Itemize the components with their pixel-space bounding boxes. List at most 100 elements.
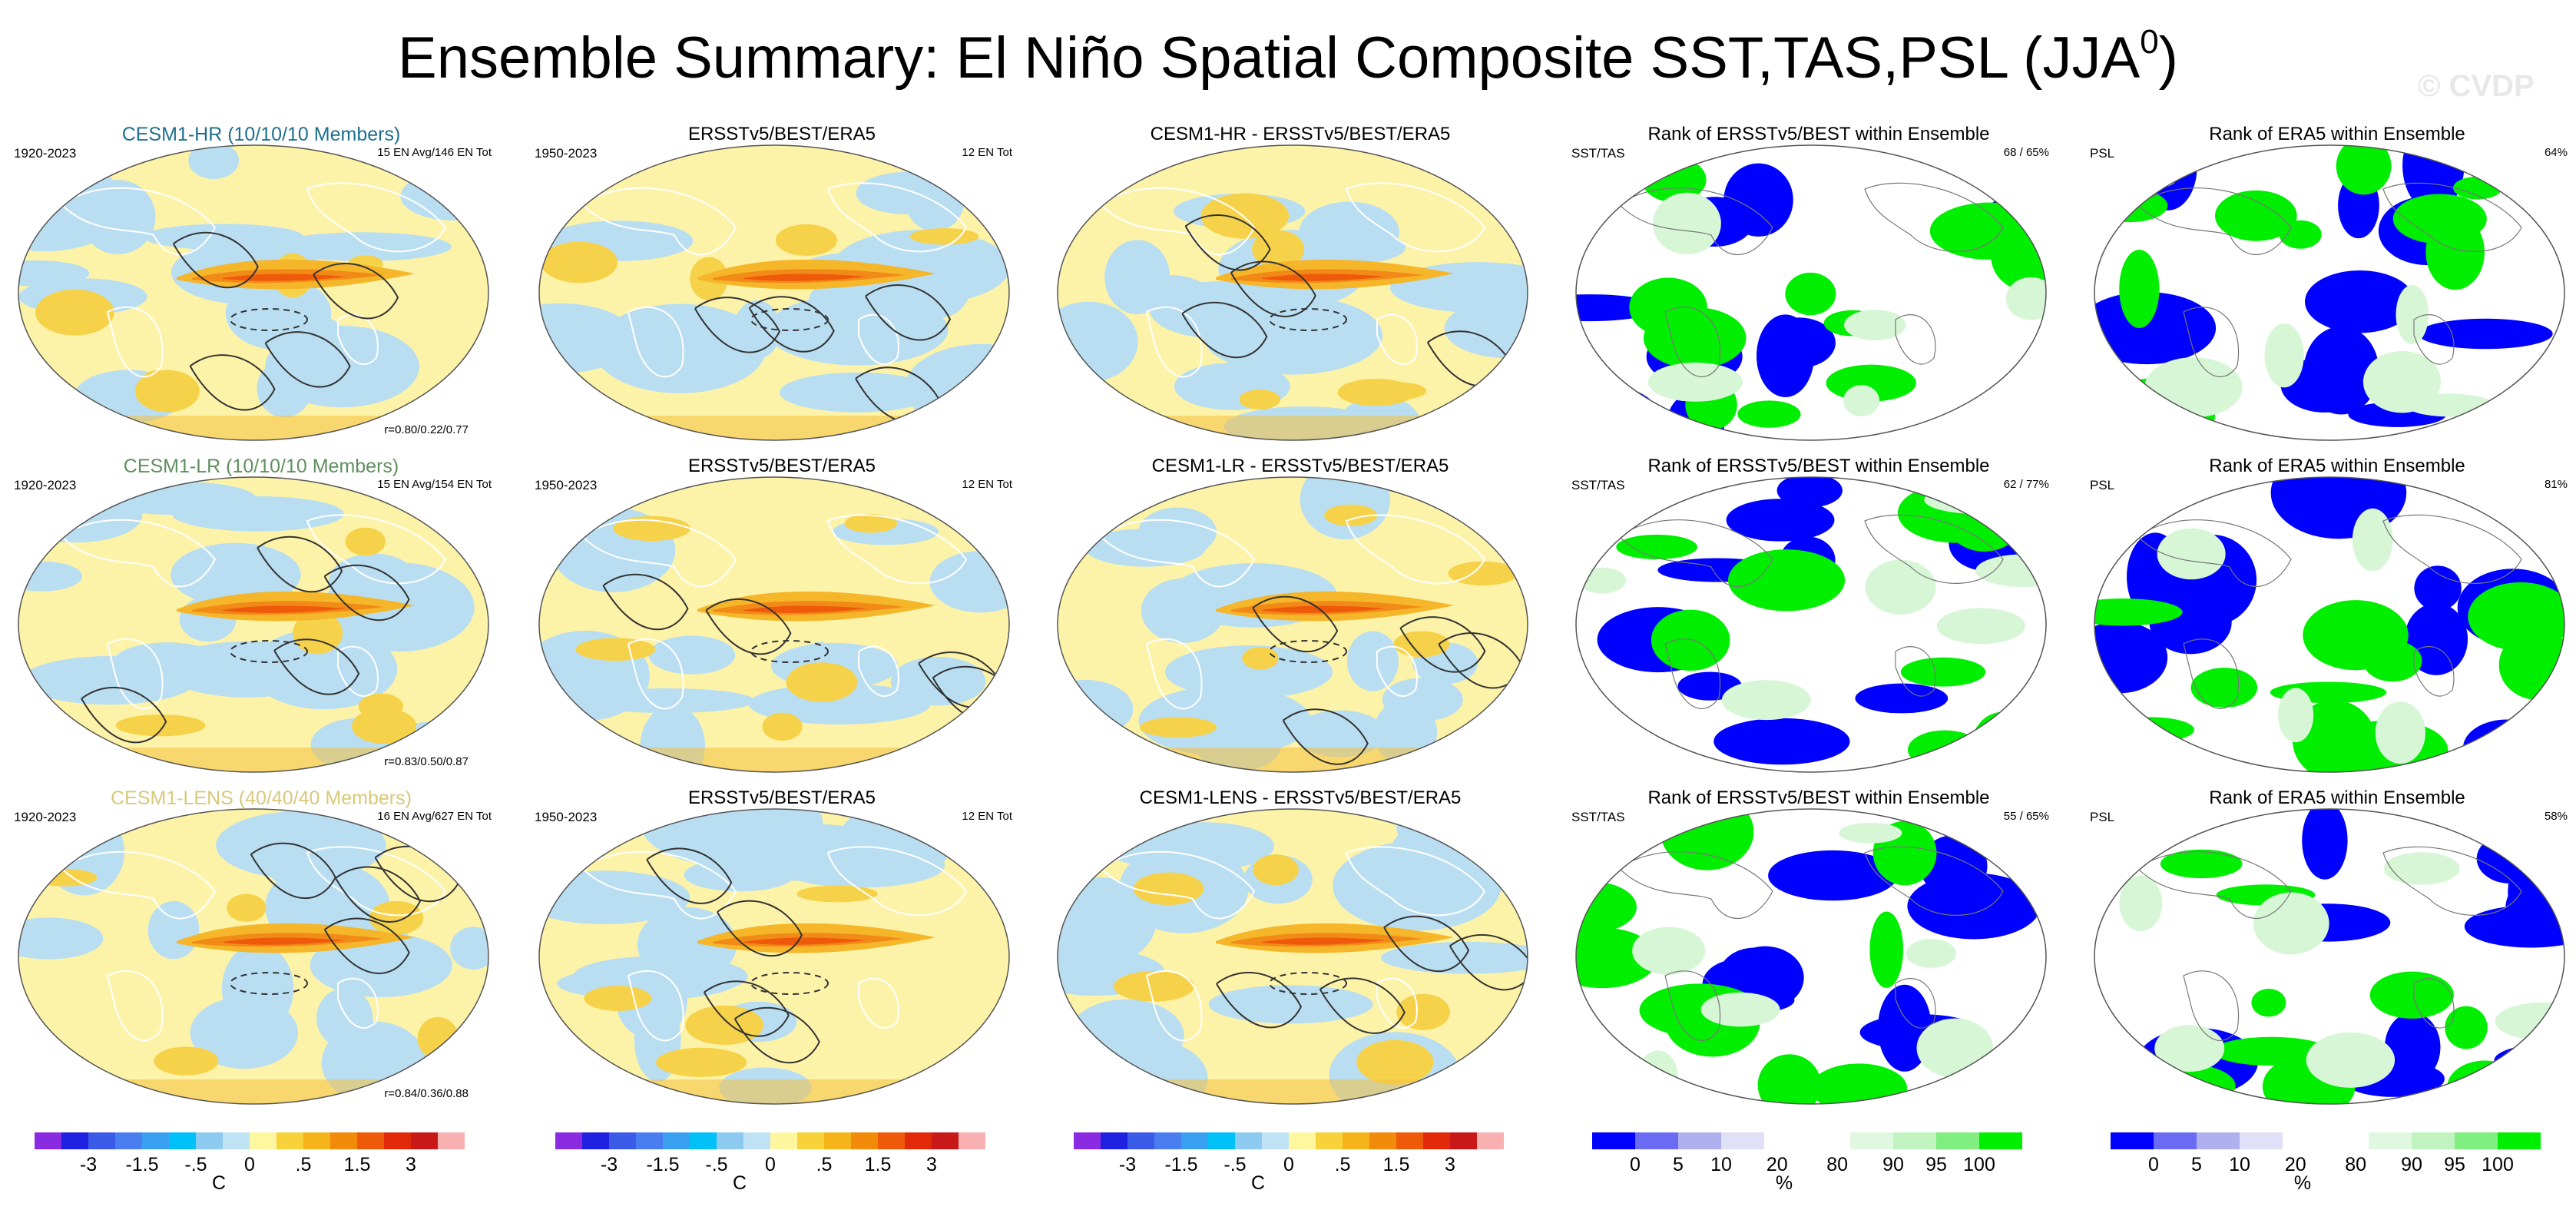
colorbar-swatches xyxy=(2111,1132,2541,1149)
colorbar-swatch xyxy=(2240,1132,2283,1149)
panel-right-label: 81% xyxy=(2544,478,2568,491)
colorbar-swatch xyxy=(770,1132,797,1149)
colorbar-unit: % xyxy=(2293,1172,2312,1194)
colorbar-tick-label: 10 xyxy=(2229,1154,2250,1175)
colorbar-swatch xyxy=(959,1132,985,1149)
anomaly-map xyxy=(1057,476,1528,773)
colorbar-swatch xyxy=(1208,1132,1235,1149)
colorbar-tick-label: 90 xyxy=(2401,1154,2422,1175)
colorbar-tick-label: .5 xyxy=(816,1154,833,1175)
colorbar-swatch xyxy=(1074,1132,1101,1149)
colorbar-swatch xyxy=(2326,1132,2369,1149)
colorbar-swatch xyxy=(1979,1132,2022,1149)
colorbar-tick-label: 95 xyxy=(2444,1154,2465,1175)
colorbar-tick-label: 0 xyxy=(1630,1154,1641,1175)
colorbar-swatch xyxy=(1181,1132,1208,1149)
colorbar-swatch xyxy=(61,1132,88,1149)
colorbar-rank-1: 0 5 10 20 80 90 95 100% xyxy=(1592,1132,2022,1194)
colorbar-swatch xyxy=(2283,1132,2326,1149)
panel-left-label: SST/TAS xyxy=(1571,810,1625,824)
panel-right-label: 58% xyxy=(2544,810,2568,823)
obs-panel-row3: ERSSTv5/BEST/ERA5 1950-2023 12 EN Tot xyxy=(528,787,1035,1109)
rank-map xyxy=(1575,808,2047,1105)
colorbar-tick-label: -3 xyxy=(79,1154,98,1175)
panel-right-label: 12 EN Tot xyxy=(962,478,1012,491)
panel-left-label: 1920-2023 xyxy=(14,810,77,824)
colorbar-tick-label: 100 xyxy=(1963,1154,1995,1175)
colorbar-swatch xyxy=(2197,1132,2240,1149)
colorbar-swatch xyxy=(555,1132,582,1149)
anomaly-map xyxy=(538,144,1010,441)
colorbar-swatch xyxy=(1477,1132,1504,1149)
panel-left-label: PSL xyxy=(2090,810,2115,824)
panel-left-label: SST/TAS xyxy=(1571,478,1625,492)
colorbar-tick-label: .5 xyxy=(1334,1154,1351,1175)
panel-right-label: 12 EN Tot xyxy=(962,146,1012,159)
rank-map xyxy=(1575,476,2047,773)
panel-correlation: r=0.80/0.22/0.77 xyxy=(384,423,469,436)
rank-map xyxy=(2094,144,2565,441)
anomaly-map xyxy=(18,144,489,441)
colorbar-swatch xyxy=(582,1132,609,1149)
colorbar-swatch xyxy=(609,1132,636,1149)
colorbar-swatch xyxy=(169,1132,196,1149)
colorbar-tick-label: 5 xyxy=(1673,1154,1684,1175)
colorbar-swatch xyxy=(35,1132,61,1149)
colorbar-swatch xyxy=(797,1132,824,1149)
panel-title: ERSSTv5/BEST/ERA5 xyxy=(687,456,876,476)
panel-correlation: r=0.83/0.50/0.87 xyxy=(384,755,469,768)
panel-title: ERSSTv5/BEST/ERA5 xyxy=(687,787,876,808)
anomaly-map xyxy=(18,476,489,773)
anomaly-map xyxy=(1057,144,1528,441)
colorbar-swatch xyxy=(1764,1132,1807,1149)
colorbar-tick-label: -.5 xyxy=(1223,1154,1247,1175)
rank-psl-panel-row1: Rank of ERA5 within Ensemble PSL 64% xyxy=(2084,123,2576,446)
colorbar-swatch xyxy=(1101,1132,1127,1149)
panel-left-label: 1920-2023 xyxy=(14,146,77,161)
panel-title: Rank of ERSSTv5/BEST within Ensemble xyxy=(1647,787,1990,808)
panel-right-label: 55 / 65% xyxy=(2003,810,2049,823)
colorbar-swatch xyxy=(438,1132,465,1149)
panel-right-label: 62 / 77% xyxy=(2003,478,2049,491)
colorbar-tick-label: -.5 xyxy=(184,1154,207,1175)
rank-map xyxy=(2094,476,2565,773)
rank-map xyxy=(1575,144,2047,441)
panel-title: Rank of ERA5 within Ensemble xyxy=(2209,787,2465,808)
colorbar-tick-label: 3 xyxy=(406,1154,416,1175)
colorbar-tick-label: 0 xyxy=(765,1154,776,1175)
panel-right-label: 15 EN Avg/154 EN Tot xyxy=(377,478,492,491)
colorbar-swatch xyxy=(223,1132,250,1149)
rank-psl-panel-row2: Rank of ERA5 within Ensemble PSL 81% xyxy=(2084,455,2576,777)
colorbar-swatch xyxy=(878,1132,905,1149)
colorbar-swatch xyxy=(142,1132,169,1149)
panel-right-label: 64% xyxy=(2544,146,2568,159)
panel-correlation: r=0.84/0.36/0.88 xyxy=(384,1087,469,1100)
panel-title: CESM1-LR - ERSSTv5/BEST/ERA5 xyxy=(1151,456,1449,476)
colorbar-swatch xyxy=(1807,1132,1850,1149)
colorbar-tick-label: 10 xyxy=(1710,1154,1732,1175)
colorbar-swatch xyxy=(1450,1132,1477,1149)
colorbar-swatch xyxy=(1343,1132,1369,1149)
model-panel-row1: CESM1-HR (10/10/10 Members) 1920-2023 15 E… xyxy=(8,123,515,446)
colorbar-tick-label: 100 xyxy=(2482,1154,2514,1175)
panel-title: CESM1-LENS - ERSSTv5/BEST/ERA5 xyxy=(1139,787,1462,808)
colorbar-swatches xyxy=(1592,1132,2022,1149)
colorbar-tick-label: -1.5 xyxy=(125,1154,159,1175)
colorbar-swatch xyxy=(2412,1132,2455,1149)
colorbar-swatch xyxy=(1235,1132,1262,1149)
colorbar-swatch xyxy=(1893,1132,1936,1149)
panel-right-label: 68 / 65% xyxy=(2003,146,2049,159)
panel-left-label: 1920-2023 xyxy=(14,478,77,492)
diff-panel-row1: CESM1-HR - ERSSTv5/BEST/ERA5 xyxy=(1047,123,1554,446)
colorbar-swatch xyxy=(717,1132,743,1149)
colorbar-swatch xyxy=(1423,1132,1450,1149)
colorbar-tick-label: 0 xyxy=(2148,1154,2159,1175)
colorbar-swatch xyxy=(851,1132,878,1149)
colorbar-anomaly-1: -3 -1.5 -.5 0 .5 1.5 3 C xyxy=(35,1132,465,1194)
colorbar-tick-label: -1.5 xyxy=(646,1154,680,1175)
colorbar-swatch xyxy=(2369,1132,2412,1149)
panel-title: CESM1-LR (10/10/10 Members) xyxy=(123,456,399,477)
colorbar-tick-label: -3 xyxy=(1118,1154,1137,1175)
rank-map xyxy=(2094,808,2565,1105)
colorbar-swatch xyxy=(357,1132,384,1149)
